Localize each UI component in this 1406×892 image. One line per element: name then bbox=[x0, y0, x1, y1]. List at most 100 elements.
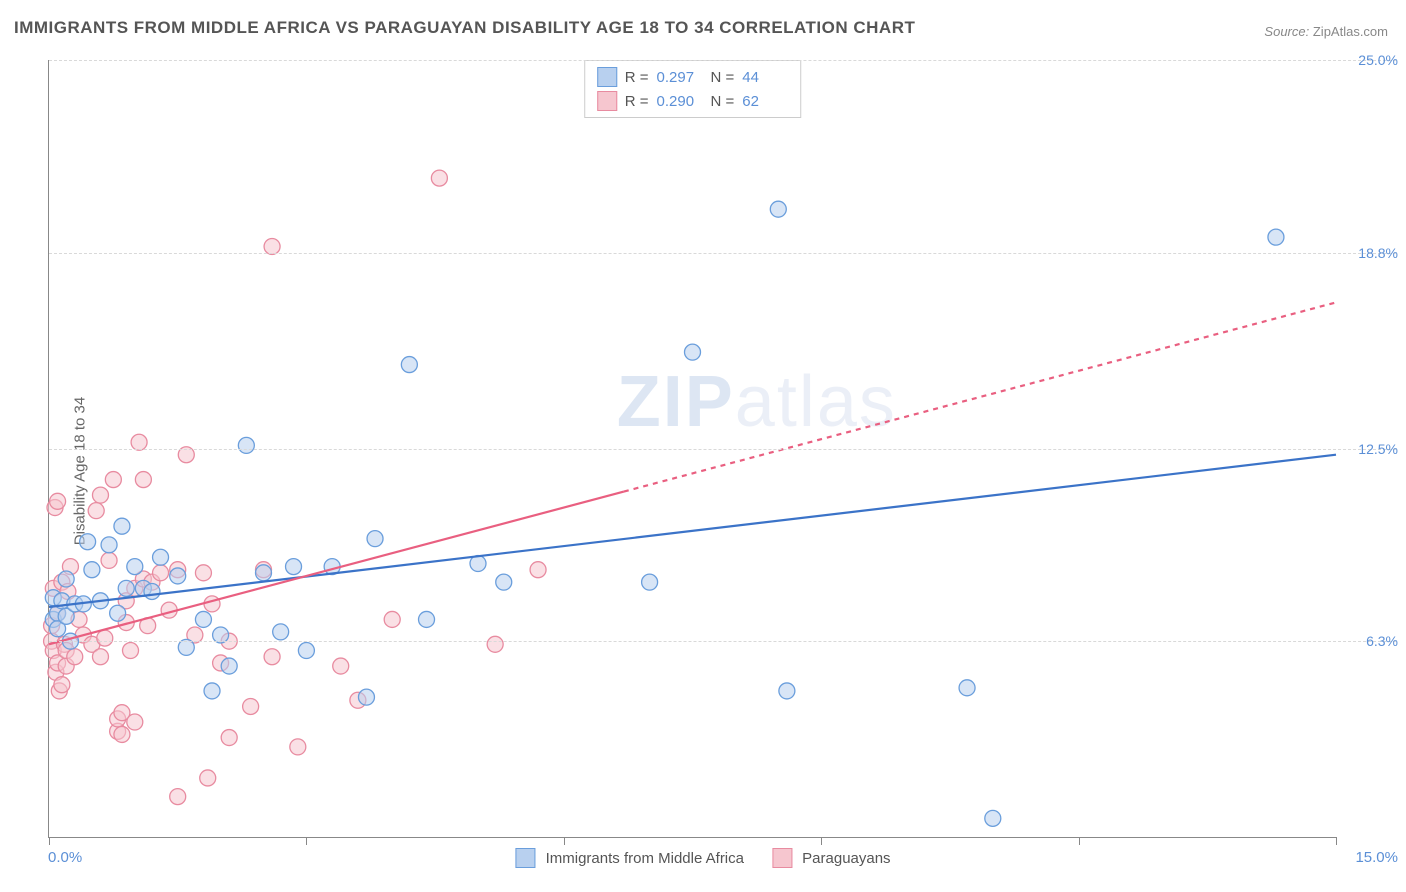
scatter-point bbox=[298, 643, 314, 659]
scatter-point bbox=[127, 559, 143, 575]
scatter-point bbox=[200, 770, 216, 786]
scatter-point bbox=[496, 574, 512, 590]
scatter-point bbox=[127, 714, 143, 730]
legend-label-pink: Paraguayans bbox=[802, 850, 890, 867]
n-label: N = bbox=[711, 69, 735, 86]
scatter-point bbox=[221, 658, 237, 674]
source-credit: Source: ZipAtlas.com bbox=[1264, 24, 1388, 39]
legend-label-blue: Immigrants from Middle Africa bbox=[546, 850, 744, 867]
legend-stats-row-pink: R = 0.290 N = 62 bbox=[597, 89, 789, 113]
legend-stats-row-blue: R = 0.297 N = 44 bbox=[597, 65, 789, 89]
regression-line-dashed bbox=[624, 302, 1336, 491]
scatter-point bbox=[105, 472, 121, 488]
scatter-point bbox=[367, 531, 383, 547]
scatter-point bbox=[153, 549, 169, 565]
scatter-point bbox=[114, 518, 130, 534]
legend-stats: R = 0.297 N = 44 R = 0.290 N = 62 bbox=[584, 60, 802, 118]
gridline-h bbox=[49, 449, 1396, 450]
scatter-point bbox=[170, 568, 186, 584]
scatter-point bbox=[50, 493, 66, 509]
scatter-point bbox=[530, 562, 546, 578]
scatter-point bbox=[88, 503, 104, 519]
scatter-point bbox=[195, 565, 211, 581]
n-value: 44 bbox=[742, 69, 788, 86]
scatter-point bbox=[221, 730, 237, 746]
regression-line bbox=[49, 455, 1336, 607]
scatter-point bbox=[110, 605, 126, 621]
legend-swatch-blue-icon bbox=[515, 848, 535, 868]
scatter-point bbox=[770, 201, 786, 217]
scatter-point bbox=[286, 559, 302, 575]
scatter-point bbox=[204, 683, 220, 699]
scatter-point bbox=[419, 611, 435, 627]
scatter-point bbox=[401, 357, 417, 373]
n-label: N = bbox=[711, 93, 735, 110]
y-tick-label: 12.5% bbox=[1358, 441, 1398, 457]
x-axis-max-label: 15.0% bbox=[1355, 849, 1398, 866]
scatter-point bbox=[431, 170, 447, 186]
scatter-point bbox=[84, 562, 100, 578]
r-value: 0.290 bbox=[657, 93, 703, 110]
scatter-point bbox=[135, 472, 151, 488]
scatter-point bbox=[101, 537, 117, 553]
source-label: Source: bbox=[1264, 24, 1309, 39]
scatter-point bbox=[123, 643, 139, 659]
scatter-point bbox=[238, 437, 254, 453]
scatter-point bbox=[1268, 229, 1284, 245]
scatter-point bbox=[153, 565, 169, 581]
scatter-point bbox=[959, 680, 975, 696]
gridline-h bbox=[49, 253, 1396, 254]
x-tick bbox=[49, 837, 50, 845]
scatter-point bbox=[170, 789, 186, 805]
scatter-point bbox=[985, 810, 1001, 826]
scatter-point bbox=[685, 344, 701, 360]
scatter-point bbox=[642, 574, 658, 590]
y-tick-label: 6.3% bbox=[1366, 633, 1398, 649]
scatter-point bbox=[264, 649, 280, 665]
scatter-point bbox=[195, 611, 211, 627]
x-tick bbox=[1079, 837, 1080, 845]
chart-container: Disability Age 18 to 34 ZIPatlas R = 0.2… bbox=[0, 50, 1406, 892]
legend-swatch-pink-icon bbox=[772, 848, 792, 868]
y-tick-label: 18.8% bbox=[1358, 245, 1398, 261]
legend-swatch-blue bbox=[597, 67, 617, 87]
x-tick bbox=[306, 837, 307, 845]
scatter-point bbox=[290, 739, 306, 755]
gridline-h bbox=[49, 641, 1396, 642]
scatter-point bbox=[118, 580, 134, 596]
x-tick bbox=[821, 837, 822, 845]
scatter-point bbox=[92, 649, 108, 665]
plot-area: ZIPatlas R = 0.297 N = 44 R = 0.290 N = … bbox=[48, 60, 1336, 838]
r-label: R = bbox=[625, 93, 649, 110]
scatter-point bbox=[144, 583, 160, 599]
legend-swatch-pink bbox=[597, 91, 617, 111]
scatter-point bbox=[204, 596, 220, 612]
x-tick bbox=[564, 837, 565, 845]
scatter-point bbox=[487, 636, 503, 652]
scatter-point bbox=[114, 726, 130, 742]
scatter-point bbox=[67, 649, 83, 665]
chart-title: IMMIGRANTS FROM MIDDLE AFRICA VS PARAGUA… bbox=[14, 18, 915, 38]
r-label: R = bbox=[625, 69, 649, 86]
scatter-point bbox=[92, 487, 108, 503]
gridline-h bbox=[49, 60, 1396, 61]
r-value: 0.297 bbox=[657, 69, 703, 86]
x-tick bbox=[1336, 837, 1337, 845]
scatter-point bbox=[779, 683, 795, 699]
scatter-point bbox=[97, 630, 113, 646]
scatter-point bbox=[101, 552, 117, 568]
scatter-point bbox=[256, 565, 272, 581]
scatter-point bbox=[243, 698, 259, 714]
source-value: ZipAtlas.com bbox=[1313, 24, 1388, 39]
legend-series: Immigrants from Middle Africa Paraguayan… bbox=[515, 848, 890, 868]
scatter-point bbox=[58, 571, 74, 587]
legend-item-blue: Immigrants from Middle Africa bbox=[515, 848, 744, 868]
scatter-point bbox=[384, 611, 400, 627]
x-axis-min-label: 0.0% bbox=[48, 849, 82, 866]
scatter-point bbox=[333, 658, 349, 674]
scatter-point bbox=[273, 624, 289, 640]
n-value: 62 bbox=[742, 93, 788, 110]
scatter-point bbox=[80, 534, 96, 550]
legend-item-pink: Paraguayans bbox=[772, 848, 891, 868]
scatter-point bbox=[54, 677, 70, 693]
